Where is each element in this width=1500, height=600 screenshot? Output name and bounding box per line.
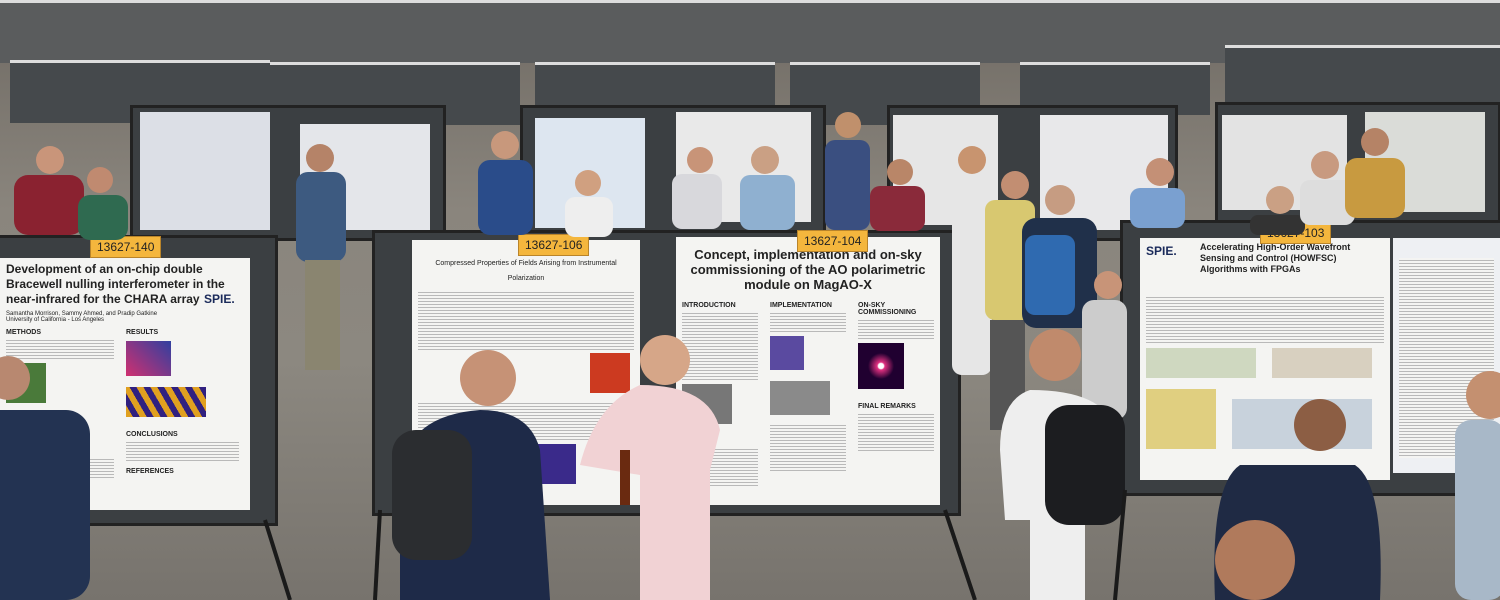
poster-tag: 13627-106	[518, 234, 590, 256]
text-block	[858, 318, 934, 340]
poster: Accelerating High-Order Wavefront Sensin…	[1140, 238, 1390, 480]
section-heading: METHODS	[6, 329, 41, 336]
figure	[770, 381, 830, 415]
figure	[1146, 348, 1256, 378]
text-block	[770, 423, 846, 473]
poster-tag: 13627-104	[797, 230, 869, 252]
poster-tag: 13627-140	[90, 236, 162, 258]
figure	[590, 353, 630, 393]
logo: SPIE.	[204, 292, 235, 306]
section-heading: CONCLUSIONS	[126, 431, 178, 438]
section-heading: INTRODUCTION	[682, 302, 736, 309]
poster-title: Accelerating High-Order Wavefront Sensin…	[1200, 242, 1351, 274]
text-block	[682, 311, 758, 381]
mid-poster	[140, 112, 270, 230]
text-block	[1146, 295, 1384, 345]
poster-title: Compressed Properties of Fields Arising …	[435, 260, 617, 282]
crowd	[14, 112, 1405, 430]
section-heading: REFERENCES	[126, 468, 174, 475]
back-board	[1225, 45, 1500, 108]
text-block	[770, 311, 846, 333]
far-boards	[0, 0, 1500, 63]
figure	[770, 336, 804, 370]
section-heading: RESULTS	[126, 329, 159, 336]
figure	[126, 341, 171, 376]
easel-legs	[263, 489, 1127, 600]
foreground-people	[0, 329, 1500, 600]
logo: SPIE.	[1146, 244, 1177, 258]
text-block	[418, 290, 634, 350]
text-block	[126, 440, 239, 462]
text-block	[858, 412, 934, 452]
section-heading: ON-SKY COMMISSIONING	[858, 302, 917, 316]
figure	[858, 343, 904, 389]
section-heading: IMPLEMENTATION	[770, 302, 832, 309]
poster-title: Development of an on-chip double Bracewe…	[6, 262, 225, 306]
figure	[1272, 348, 1373, 378]
text-block	[6, 338, 114, 360]
poster-authors: Samantha Morrison, Sammy Ahmed, and Prad…	[6, 311, 158, 317]
figure	[126, 387, 206, 417]
figure	[1146, 389, 1216, 449]
poster-affiliation: University of California - Los Angeles	[6, 317, 105, 323]
section-heading: FINAL REMARKS	[858, 403, 916, 410]
